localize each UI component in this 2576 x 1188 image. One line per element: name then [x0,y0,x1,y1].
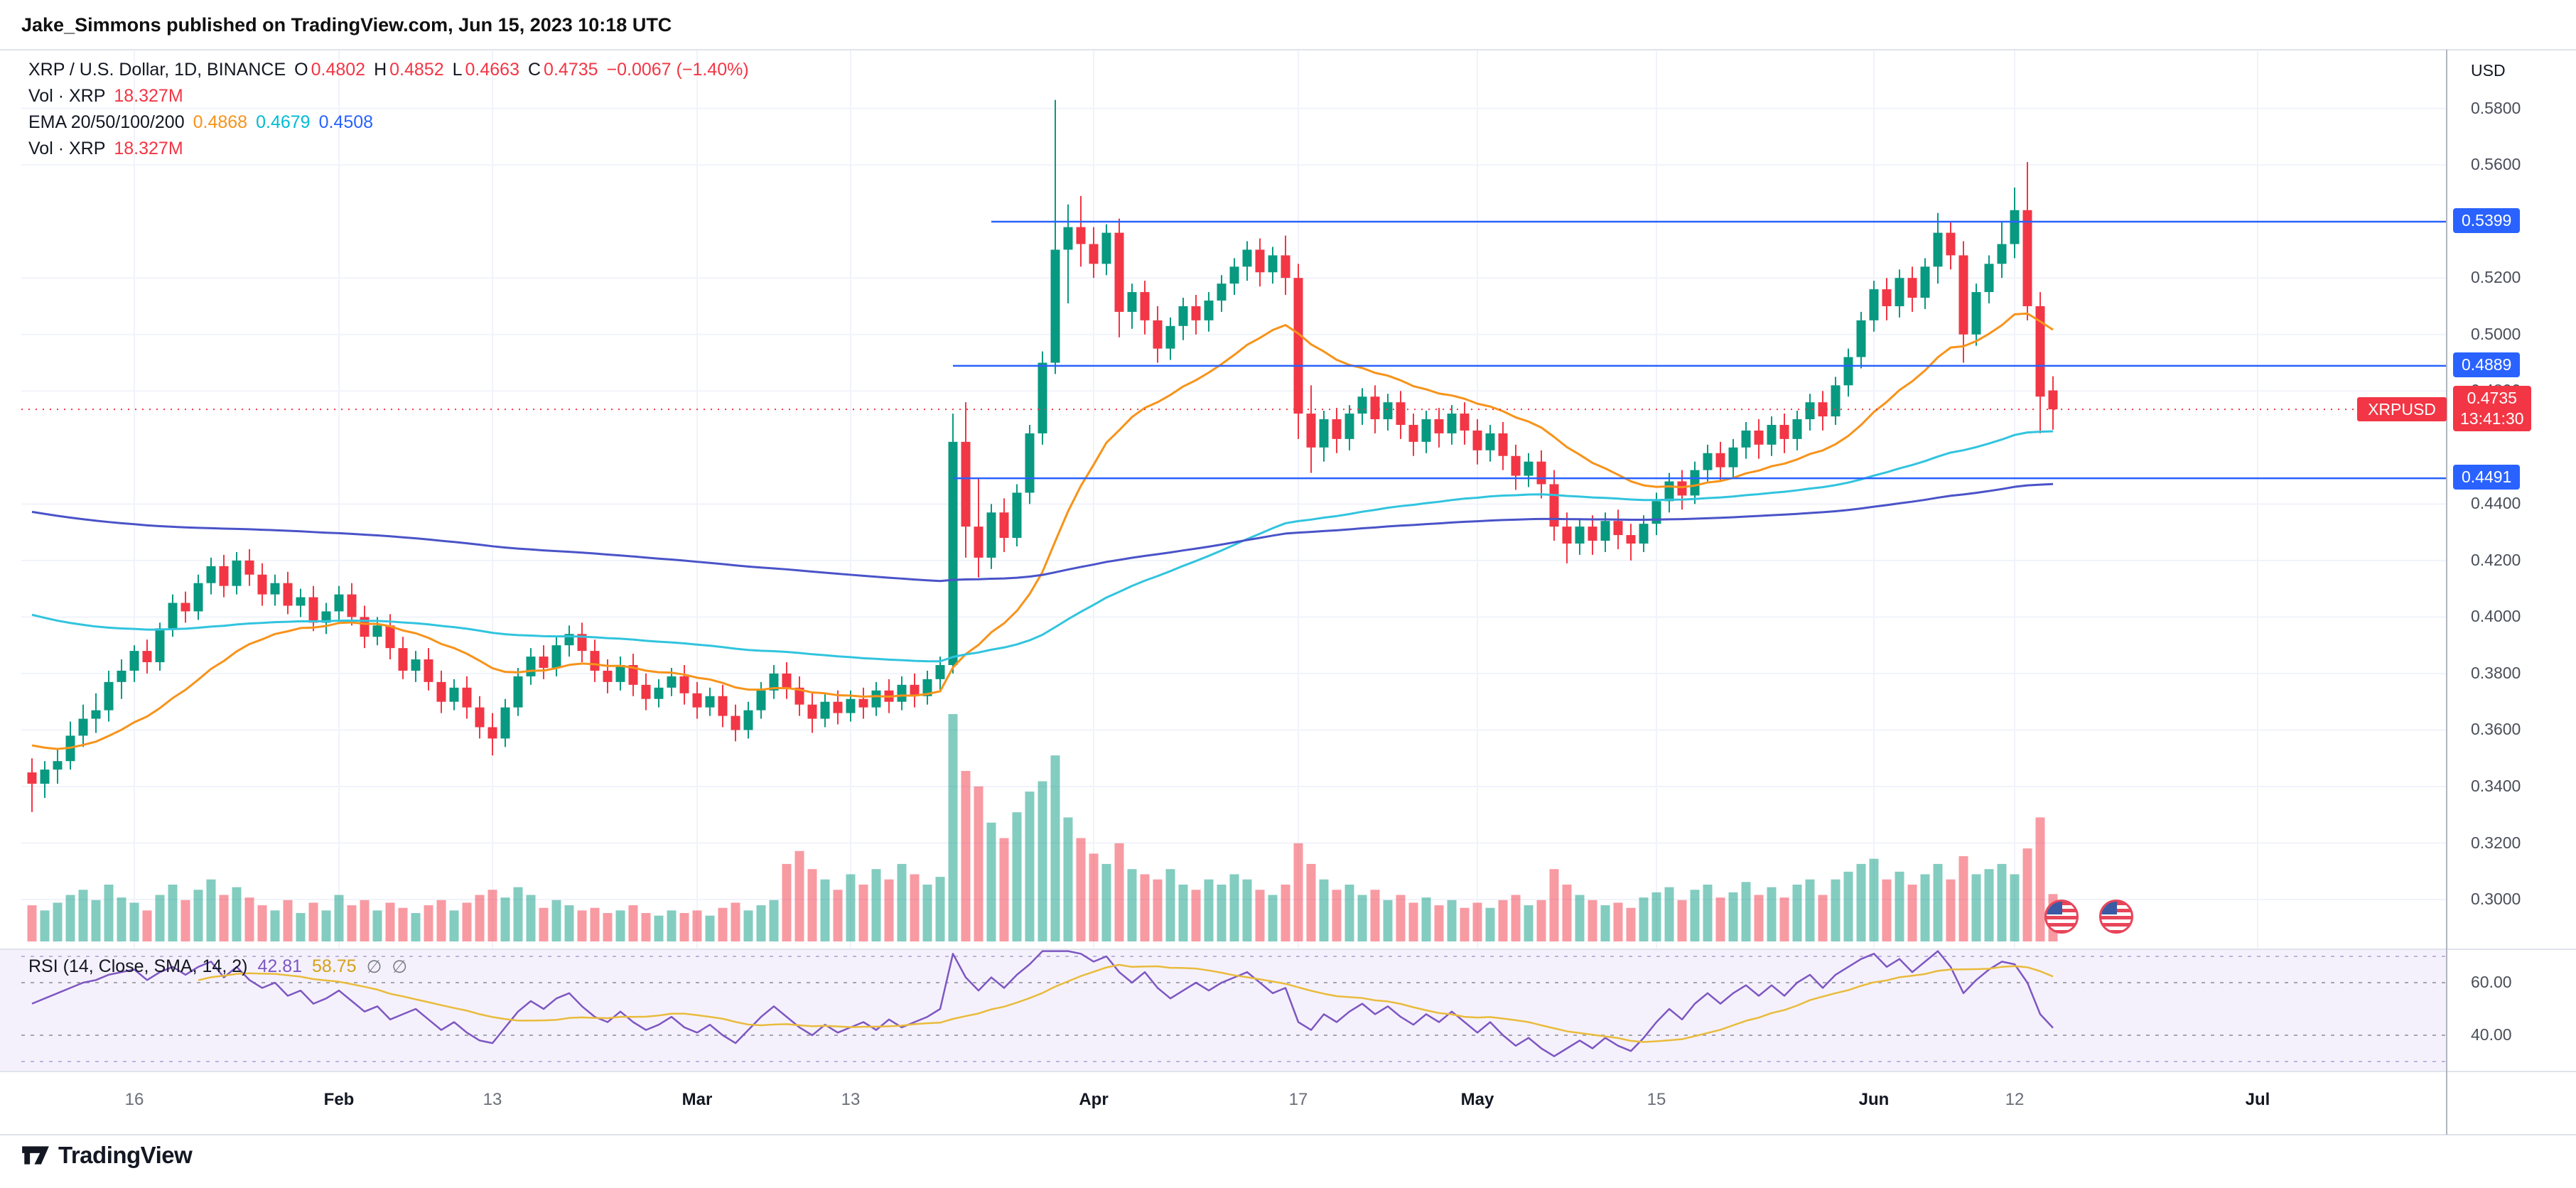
time-axis[interactable] [0,1071,2447,1133]
tradingview-logo-icon [22,1146,49,1165]
ohlc-high: H 0.4852 [374,60,444,80]
ohlc-close: C 0.4735 [527,60,598,80]
symbol-price-tag: XRPUSD [2357,397,2447,421]
symbol-title: XRP / U.S. Dollar, 1D, BINANCE [28,60,286,80]
us-flag-icon[interactable] [2044,900,2079,934]
volume-value: 18.327M [114,86,183,106]
attribution-text: Jake_Simmons published on TradingView.co… [21,14,672,36]
volume2-value: 18.327M [114,139,183,158]
tradingview-logo[interactable]: TradingView [20,1140,193,1171]
rsi-label: RSI (14, Close, SMA, 14, 2) [28,956,248,976]
volume2-legend-row[interactable]: Vol · XRP 18.327M [28,139,749,159]
volume-legend-row[interactable]: Vol · XRP 18.327M [28,86,749,107]
ema20-value: 0.4868 [193,112,248,132]
chart-legend: XRP / U.S. Dollar, 1D, BINANCE O 0.4802 … [28,60,749,159]
rsi-empty-set-1: ∅ [366,957,382,977]
rsi-empty-set-2: ∅ [392,957,408,977]
price-change: −0.0067 (−1.40%) [606,60,749,80]
rsi-value: 42.81 [257,956,303,976]
symbol-legend-row[interactable]: XRP / U.S. Dollar, 1D, BINANCE O 0.4802 … [28,60,749,80]
volume-label: Vol · XRP [28,86,106,106]
rsi-ma-value: 58.75 [312,956,357,976]
ema-legend-row[interactable]: EMA 20/50/100/200 0.4868 0.4679 0.4508 [28,112,749,133]
ema50-value: 0.4679 [256,112,311,132]
rsi-legend-row[interactable]: RSI (14, Close, SMA, 14, 2) 42.81 58.75 … [28,956,407,978]
ema-label: EMA 20/50/100/200 [28,112,185,132]
us-flag-icon[interactable] [2099,900,2133,934]
currency-label: USD [2471,61,2506,80]
tradingview-logo-text: TradingView [58,1142,193,1168]
ohlc-low: L 0.4663 [452,60,519,80]
price-axis[interactable] [2447,50,2576,1133]
ema100-value: 0.4508 [318,112,374,132]
volume2-label: Vol · XRP [28,139,106,158]
ohlc-open: O 0.4802 [294,60,366,80]
